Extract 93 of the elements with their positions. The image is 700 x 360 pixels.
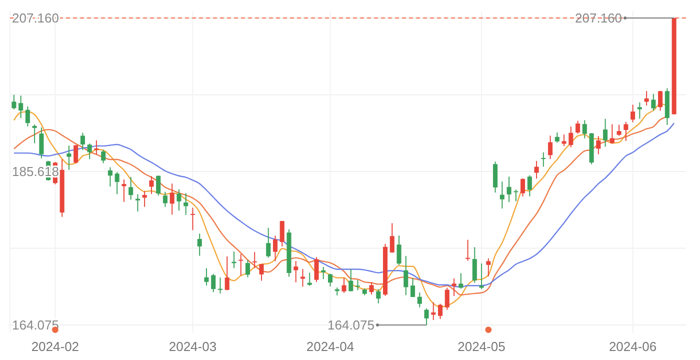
candlestick [458, 272, 464, 290]
candlestick [369, 282, 374, 296]
candlestick [651, 93, 656, 112]
x-tick-label: 2024-02 [31, 339, 80, 354]
candlestick [101, 149, 106, 164]
candlestick [122, 179, 126, 202]
x-tick-label: 2024-06 [608, 339, 657, 354]
candlestick [245, 260, 250, 278]
candlestick [541, 152, 546, 168]
candlestick [390, 222, 394, 254]
candlestick [252, 252, 257, 269]
candlestick [404, 255, 408, 296]
y-tick-label: 164.075 [12, 318, 59, 333]
candlestick [603, 118, 608, 148]
candlestick [514, 189, 518, 202]
candlestick [582, 120, 587, 139]
candlestick [355, 279, 360, 291]
candlestick [149, 176, 154, 194]
candlestick [562, 134, 566, 147]
candlestick [376, 288, 381, 304]
candlestick [438, 303, 443, 320]
candlestick [80, 132, 85, 151]
x-tick-label: 2024-03 [168, 339, 217, 354]
candlestick [74, 144, 78, 164]
candlestick [576, 120, 580, 134]
candlestick [197, 233, 202, 256]
candlestick [328, 273, 333, 287]
candlestick [238, 254, 244, 276]
candlestick [479, 262, 484, 290]
candlestick [396, 235, 402, 266]
candlestick [410, 278, 416, 298]
candlestick [610, 124, 614, 144]
candlestick [637, 102, 642, 120]
candlestick [114, 172, 120, 195]
x-tick-label: 2024-05 [458, 339, 506, 354]
candlestick [142, 190, 147, 208]
candlestick [644, 90, 649, 106]
candlestick [162, 191, 168, 208]
candlestick [548, 135, 553, 160]
candlestick [170, 183, 174, 216]
candlestick [300, 268, 306, 288]
candlestick [108, 166, 112, 187]
candlestick [218, 277, 222, 294]
candlestick [348, 268, 354, 292]
x-tick-label: 2024-04 [306, 339, 354, 354]
candlestick [176, 188, 182, 212]
candlestick [135, 194, 140, 212]
candlestick [568, 126, 574, 148]
candlestick [520, 178, 526, 197]
candlestick [486, 258, 491, 277]
candlestick [452, 278, 456, 296]
candlestick [534, 160, 539, 180]
candlestick [190, 207, 195, 231]
candlestick [554, 132, 560, 144]
candlestick [342, 277, 346, 294]
candlestick [314, 256, 319, 282]
candlestick [211, 273, 216, 293]
candlestick [280, 220, 284, 247]
candlestick [424, 308, 429, 326]
candlestick [32, 124, 37, 144]
candlestick [87, 143, 92, 160]
candlestick [527, 174, 532, 197]
candlestick [294, 260, 298, 283]
candlestick [307, 272, 312, 286]
candlestick [466, 239, 470, 262]
candlestick [12, 94, 16, 110]
candlestick [506, 176, 512, 203]
candlestick [224, 256, 230, 291]
candlestick [596, 136, 601, 155]
candlestick [266, 227, 271, 258]
candlestick [616, 124, 622, 136]
candlestick [18, 95, 24, 119]
y-tick-label: 207.160 [12, 10, 59, 26]
candlestick [128, 176, 134, 200]
candlestick [39, 126, 44, 159]
annotation: 207.160 [575, 10, 622, 26]
candlestick [444, 287, 450, 310]
candlestick [493, 161, 498, 194]
candlestick [417, 292, 422, 308]
candlestick [204, 268, 209, 286]
candlestick [472, 246, 477, 284]
candlestick [630, 104, 636, 123]
candlestick [500, 181, 504, 210]
candlestick [259, 264, 264, 282]
candlestick [272, 235, 278, 262]
candlestick [66, 145, 72, 170]
candlestick [25, 106, 30, 127]
candlestick [658, 90, 663, 112]
candlestick [184, 192, 188, 216]
annotation: 164.075 [328, 318, 375, 333]
candlestick [94, 140, 99, 156]
candlestick [156, 175, 161, 196]
candlestick [624, 121, 628, 142]
